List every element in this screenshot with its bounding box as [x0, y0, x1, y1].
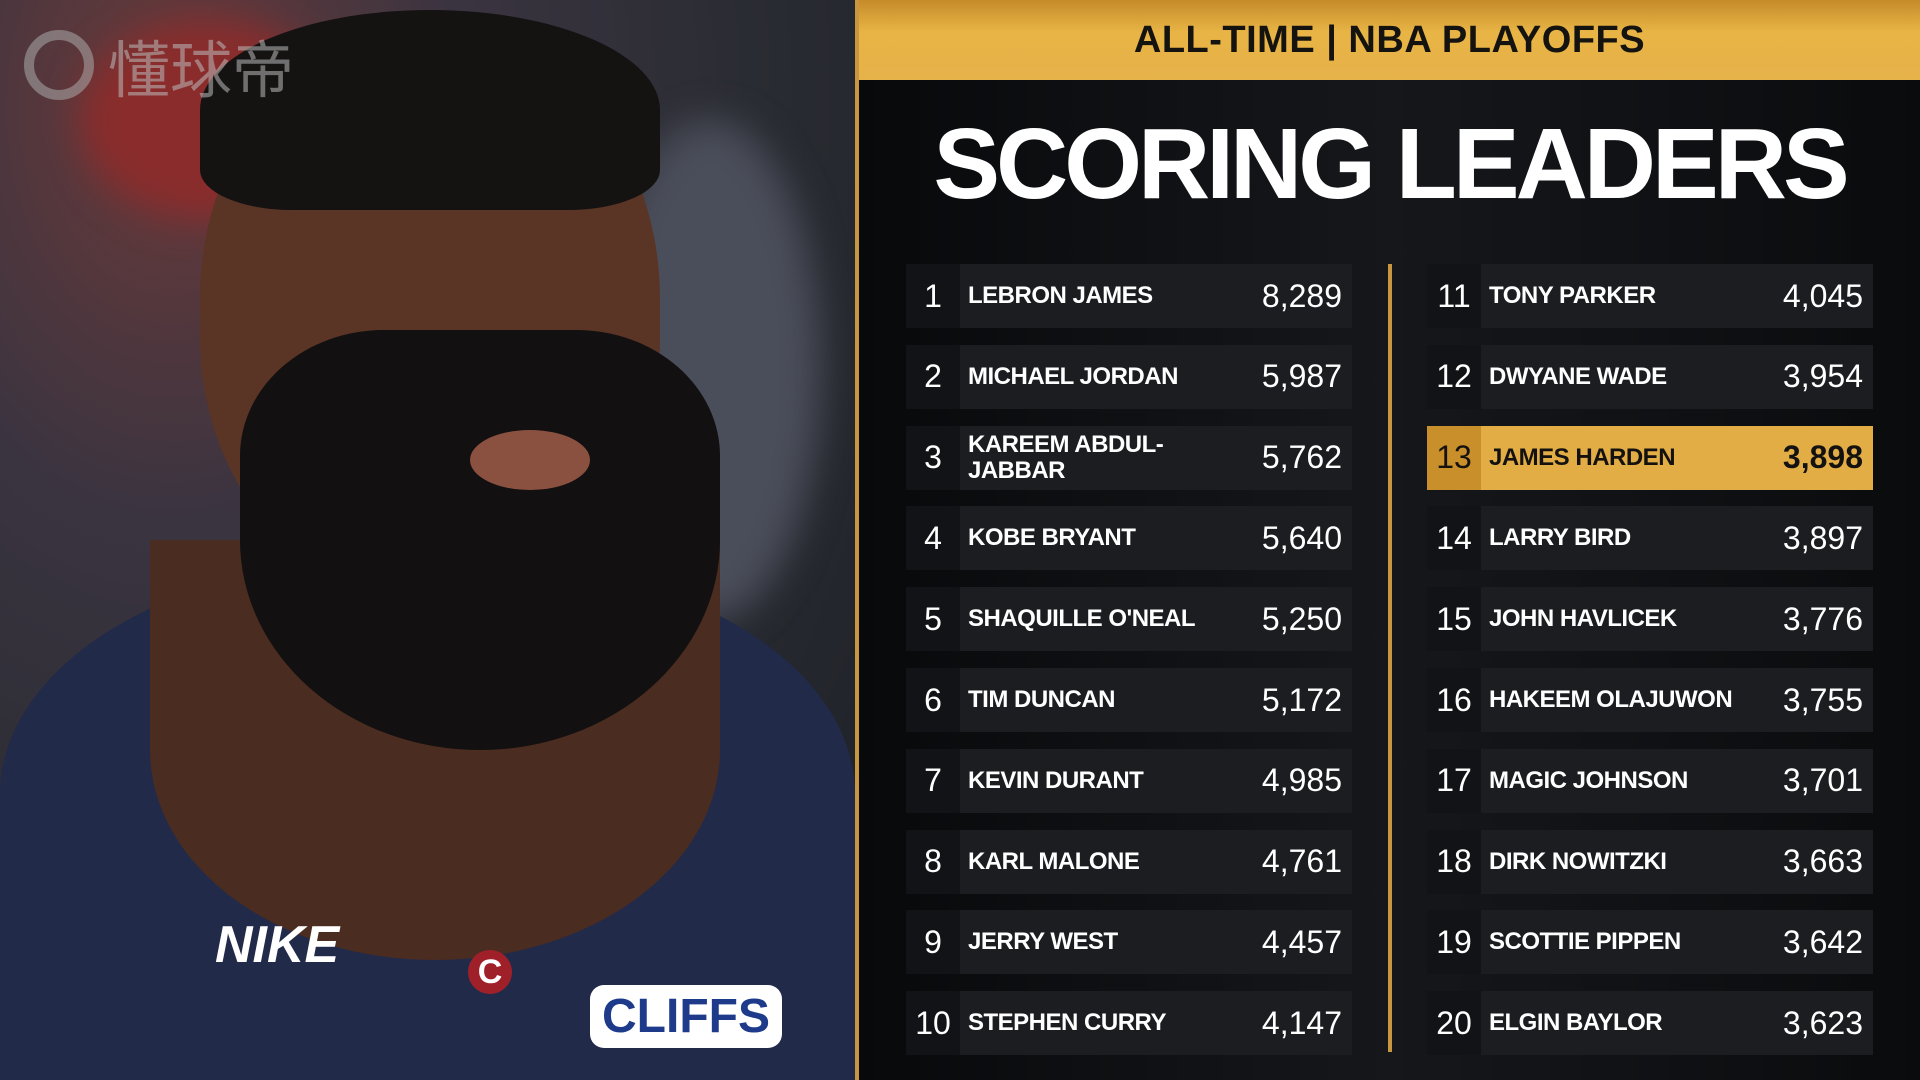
- ball-icon: [24, 30, 94, 100]
- rank: 14: [1427, 506, 1481, 571]
- points: 3,954: [1782, 358, 1863, 395]
- leader-row: 5 SHAQUILLE O'NEAL 5,250: [906, 587, 1352, 652]
- rank: 10: [906, 991, 960, 1056]
- sponsor-logo: CLIFFS: [590, 985, 782, 1048]
- leader-row: 6 TIM DUNCAN 5,172: [906, 668, 1352, 732]
- leader-row: 14 LARRY BIRD 3,897: [1427, 506, 1873, 571]
- leader-row: 3 KAREEM ABDUL-JABBAR 5,762: [906, 425, 1352, 490]
- points: 8,289: [1261, 277, 1342, 314]
- points: 3,897: [1782, 519, 1863, 556]
- rank: 18: [1427, 829, 1481, 894]
- rank: 12: [1427, 344, 1481, 409]
- rank: 5: [906, 587, 960, 652]
- rank: 2: [906, 344, 960, 409]
- leader-row: 7 KEVIN DURANT 4,985: [906, 748, 1352, 813]
- rank: 20: [1427, 991, 1481, 1056]
- leader-row: 15 JOHN HAVLICEK 3,776: [1427, 587, 1873, 652]
- rank: 17: [1427, 748, 1481, 813]
- player-name: JERRY WEST: [968, 928, 1118, 956]
- player-name: LEBRON JAMES: [968, 282, 1153, 309]
- points: 3,701: [1782, 762, 1863, 799]
- rank: 6: [906, 668, 960, 732]
- nike-logo: NIKE: [215, 916, 340, 974]
- rank: 13: [1427, 425, 1481, 490]
- leader-row: 17 MAGIC JOHNSON 3,701: [1427, 748, 1873, 813]
- player-name: LARRY BIRD: [1489, 524, 1631, 552]
- points: 5,250: [1261, 600, 1342, 637]
- points: 4,761: [1261, 843, 1342, 880]
- player-name: KOBE BRYANT: [968, 524, 1136, 552]
- rank: 11: [1427, 264, 1481, 328]
- points: 3,898: [1782, 439, 1863, 476]
- points: 5,987: [1261, 358, 1342, 395]
- mouth: [470, 430, 590, 490]
- rank: 15: [1427, 587, 1481, 652]
- points: 5,762: [1261, 439, 1342, 476]
- points: 3,776: [1782, 600, 1863, 637]
- beard: [240, 330, 720, 750]
- leader-row: 19 SCOTTIE PIPPEN 3,642: [1427, 910, 1873, 975]
- player-name: KEVIN DURANT: [968, 766, 1144, 794]
- points: 4,457: [1261, 923, 1342, 960]
- player-name: HAKEEM OLAJUWON: [1489, 686, 1733, 713]
- rank: 9: [906, 910, 960, 975]
- leader-row: 2 MICHAEL JORDAN 5,987: [906, 344, 1352, 409]
- points: 4,045: [1782, 277, 1863, 314]
- page-title: SCORING LEADERS: [933, 108, 1849, 220]
- points: 4,985: [1261, 762, 1342, 799]
- leader-row: 4 KOBE BRYANT 5,640: [906, 506, 1352, 571]
- header-bar: ALL-TIME | NBA PLAYOFFS: [859, 0, 1920, 80]
- points: 3,642: [1782, 923, 1863, 960]
- divider-gold: [855, 0, 859, 1080]
- rank: 3: [906, 425, 960, 490]
- rank: 16: [1427, 668, 1481, 732]
- leader-row: 11 TONY PARKER 4,045: [1427, 264, 1873, 328]
- leader-row: 13 JAMES HARDEN 3,898: [1427, 425, 1873, 490]
- player-name: DWYANE WADE: [1489, 362, 1667, 390]
- team-logo: C: [468, 950, 512, 994]
- watermark: 懂球帝: [24, 20, 294, 110]
- leader-row: 12 DWYANE WADE 3,954: [1427, 344, 1873, 409]
- hair: [200, 10, 660, 210]
- subtitle: ALL-TIME | NBA PLAYOFFS: [1133, 18, 1646, 61]
- rank: 19: [1427, 910, 1481, 975]
- player-name: MAGIC JOHNSON: [1489, 766, 1688, 794]
- player-name: JOHN HAVLICEK: [1489, 605, 1677, 633]
- rank: 8: [906, 829, 960, 894]
- points: 4,147: [1261, 1004, 1342, 1041]
- player-name: DIRK NOWITZKI: [1489, 847, 1667, 875]
- player-name: KARL MALONE: [968, 847, 1140, 875]
- column-divider: [1388, 264, 1392, 1052]
- leader-row: 18 DIRK NOWITZKI 3,663: [1427, 829, 1873, 894]
- rank: 4: [906, 506, 960, 571]
- points: 3,755: [1782, 681, 1863, 718]
- watermark-text: 懂球帝: [108, 34, 295, 107]
- leader-row: 1 LEBRON JAMES 8,289: [906, 264, 1352, 328]
- player-name: TONY PARKER: [1489, 282, 1656, 309]
- player-name: SHAQUILLE O'NEAL: [968, 605, 1196, 633]
- player-name: JAMES HARDEN: [1489, 443, 1676, 471]
- player-name: TIM DUNCAN: [968, 686, 1115, 713]
- leader-row: 20 ELGIN BAYLOR 3,623: [1427, 991, 1873, 1056]
- rank: 1: [906, 264, 960, 328]
- points: 5,640: [1261, 519, 1342, 556]
- player-name: ELGIN BAYLOR: [1489, 1009, 1663, 1037]
- rank: 7: [906, 748, 960, 813]
- player-name: MICHAEL JORDAN: [968, 362, 1178, 390]
- points: 5,172: [1261, 681, 1342, 718]
- player-photo: NIKE CLIFFS C: [0, 0, 855, 1080]
- leader-row: 16 HAKEEM OLAJUWON 3,755: [1427, 668, 1873, 732]
- player-name: SCOTTIE PIPPEN: [1489, 928, 1681, 956]
- player-name: STEPHEN CURRY: [968, 1009, 1166, 1037]
- points: 3,663: [1782, 843, 1863, 880]
- points: 3,623: [1782, 1004, 1863, 1041]
- leader-row: 9 JERRY WEST 4,457: [906, 910, 1352, 975]
- leader-row: 10 STEPHEN CURRY 4,147: [906, 991, 1352, 1056]
- leader-row: 8 KARL MALONE 4,761: [906, 829, 1352, 894]
- player-name: KAREEM ABDUL-JABBAR: [968, 430, 1164, 484]
